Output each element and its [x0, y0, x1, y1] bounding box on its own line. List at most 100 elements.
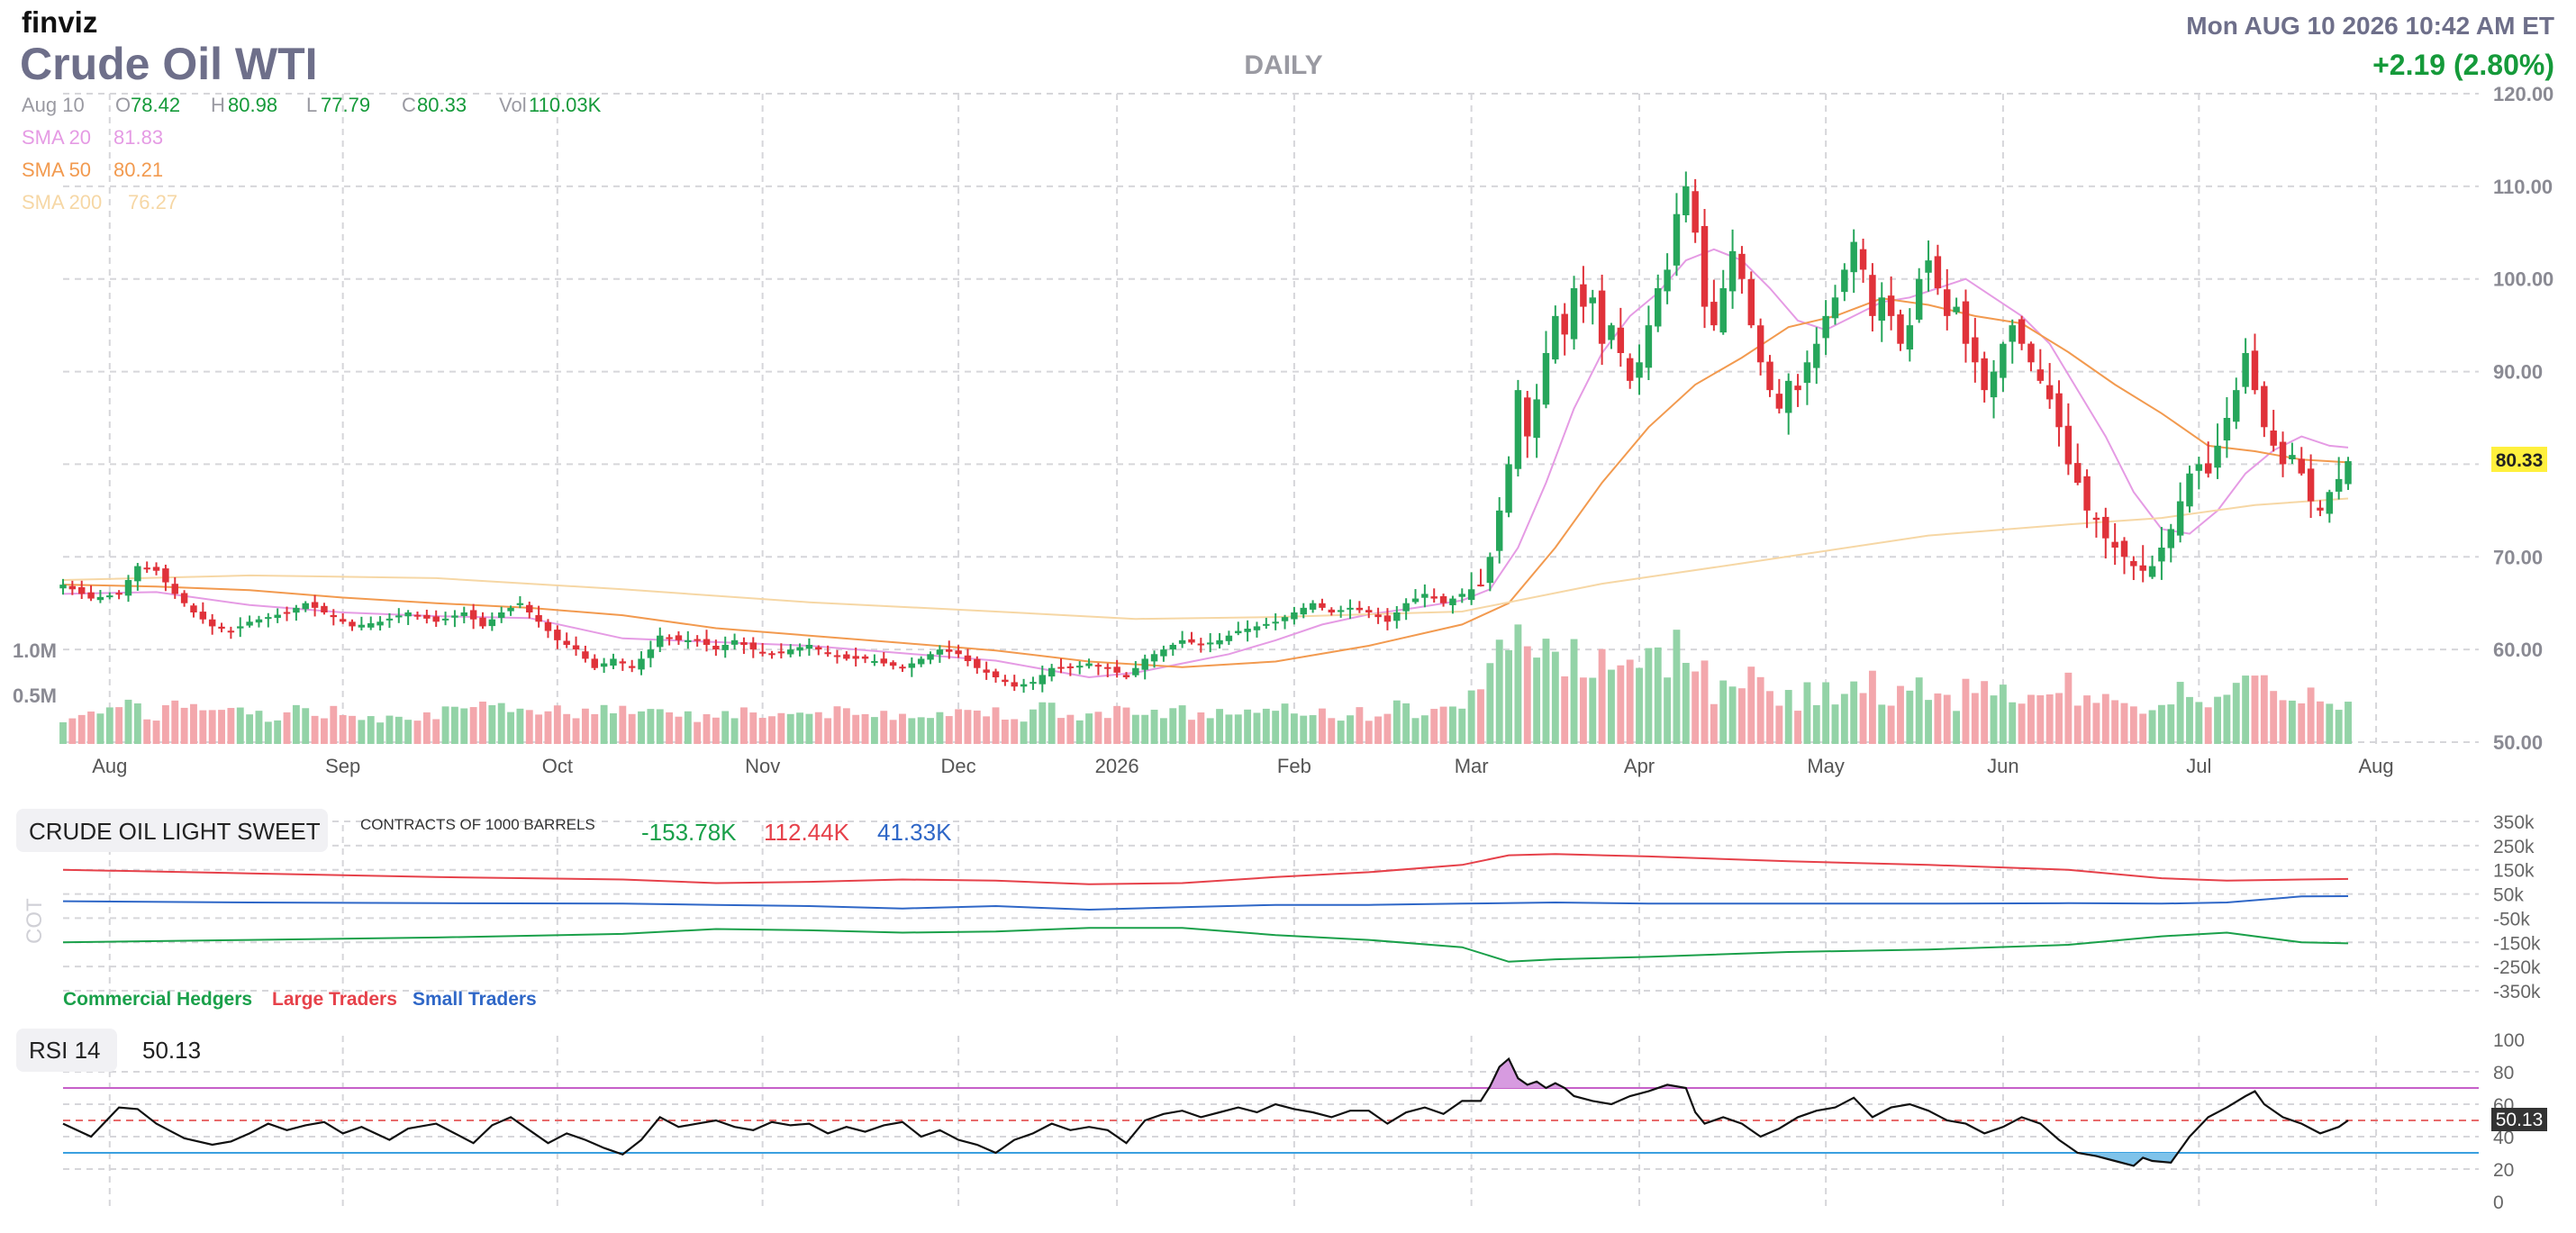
candle-body: [927, 654, 934, 660]
volume-bar: [2260, 675, 2268, 744]
volume-bar: [619, 705, 627, 744]
candle-body: [1831, 297, 1839, 319]
volume-bar: [1812, 704, 1820, 744]
candle-body: [152, 567, 160, 571]
volume-bar: [1281, 703, 1289, 744]
candle-body: [526, 604, 533, 612]
volume-bar: [1159, 718, 1167, 744]
volume-bar: [525, 710, 533, 744]
candle-body: [1244, 629, 1251, 632]
legend-commercial-hedgers[interactable]: Commercial Hedgers: [63, 989, 252, 1010]
volume-bar: [292, 704, 300, 744]
candle-body: [685, 639, 692, 642]
candle-body: [479, 617, 486, 627]
volume-bar: [684, 711, 692, 744]
candle-body: [1756, 325, 1764, 363]
volume-bar: [1953, 711, 1961, 744]
candle-body: [106, 595, 113, 598]
candle-body: [1216, 639, 1223, 645]
candle-body: [2261, 385, 2268, 428]
volume-bar: [404, 720, 413, 744]
volume-bar: [1356, 707, 1364, 744]
candle-body: [1467, 589, 1475, 601]
legend-small-traders[interactable]: Small Traders: [413, 989, 537, 1010]
cot-side-label: COT: [23, 898, 47, 944]
candle-body: [1206, 642, 1214, 645]
candle-body: [1972, 337, 1979, 363]
candle-body: [1411, 598, 1420, 603]
volume-bar: [666, 712, 674, 744]
cot-value-large: 112.44K: [764, 819, 850, 846]
rsi-oversold-fill: [63, 1153, 2348, 1166]
candle-body: [1122, 675, 1130, 677]
volume-bar: [1887, 705, 1895, 744]
candle-body: [2326, 492, 2334, 514]
sma20-label: SMA 20: [22, 126, 91, 149]
candle-body: [2317, 507, 2324, 511]
volume-bar: [1244, 709, 1252, 744]
volume-bar: [591, 713, 599, 744]
cot-subtitle: CONTRACTS OF 1000 BARRELS: [360, 816, 595, 833]
volume-bar: [1374, 716, 1383, 744]
cot-axis-tick: 350k: [2493, 812, 2535, 833]
candle-body: [1934, 256, 1942, 288]
volume-bar: [1467, 690, 1475, 744]
volume-bar: [600, 704, 608, 744]
volume-bar: [1608, 669, 1615, 744]
candle-body: [1235, 630, 1242, 634]
candle-body: [833, 655, 841, 657]
candle-body: [469, 610, 477, 620]
finviz-logo[interactable]: finviz: [22, 5, 97, 39]
volume-bar: [2083, 695, 2091, 744]
time-axis-label: Apr: [1624, 755, 1655, 777]
time-axis-label: Oct: [542, 755, 573, 777]
candle-body: [1645, 325, 1653, 368]
candle-body: [1439, 595, 1447, 603]
candle-body: [1328, 609, 1336, 612]
volume-bar: [395, 716, 403, 744]
volume-bar: [1188, 720, 1195, 744]
volume-bar: [1561, 675, 1569, 744]
volume-bar: [638, 711, 645, 744]
volume-bar: [441, 706, 449, 744]
candle-body: [2195, 464, 2203, 471]
volume-bar: [349, 715, 356, 744]
price-axis-tick: 110.00: [2493, 176, 2553, 198]
volume-bar: [563, 713, 571, 744]
open-value: 78.42: [131, 94, 180, 116]
cot-axis-tick: -250k: [2493, 957, 2541, 978]
candle-body: [283, 612, 291, 614]
candle-body: [2102, 516, 2109, 539]
volume-bar: [2307, 687, 2315, 744]
price-axis-tick: 50.00: [2493, 731, 2543, 754]
ohlc-legend: Aug 10 O 78.42 H 80.98 L 77.79 C 80.33 V…: [22, 94, 602, 116]
volume-bar: [171, 700, 179, 744]
volume-bar: [955, 709, 963, 744]
volume-bar: [1589, 677, 1597, 744]
candle-body: [1719, 288, 1727, 333]
volume-bar: [1664, 677, 1672, 744]
candle-body: [1383, 615, 1392, 622]
legend-large-traders[interactable]: Large Traders: [272, 989, 397, 1010]
candle-body: [1710, 302, 1718, 326]
price-axis-tick: 60.00: [2493, 639, 2543, 661]
candle-body: [2073, 463, 2082, 483]
sma200-value: 76.27: [128, 191, 177, 213]
volume-bar: [936, 712, 944, 744]
volume-bar: [2279, 700, 2287, 744]
candle-body: [815, 647, 822, 650]
volume-bar: [1514, 624, 1522, 744]
candle-body: [134, 566, 141, 582]
candle-body: [2083, 476, 2091, 511]
timeframe-label[interactable]: DAILY: [1244, 50, 1322, 80]
candle-body: [1598, 290, 1606, 344]
candle-body: [124, 580, 132, 596]
candle-body: [1309, 603, 1317, 610]
candle-body: [237, 626, 244, 629]
volume-bar: [917, 717, 925, 744]
volume-bar: [1840, 694, 1848, 744]
time-axis-label: Jun: [1987, 755, 2018, 777]
candle-body: [1962, 301, 1970, 344]
volume-bar: [330, 705, 338, 744]
candle-body: [777, 651, 785, 654]
